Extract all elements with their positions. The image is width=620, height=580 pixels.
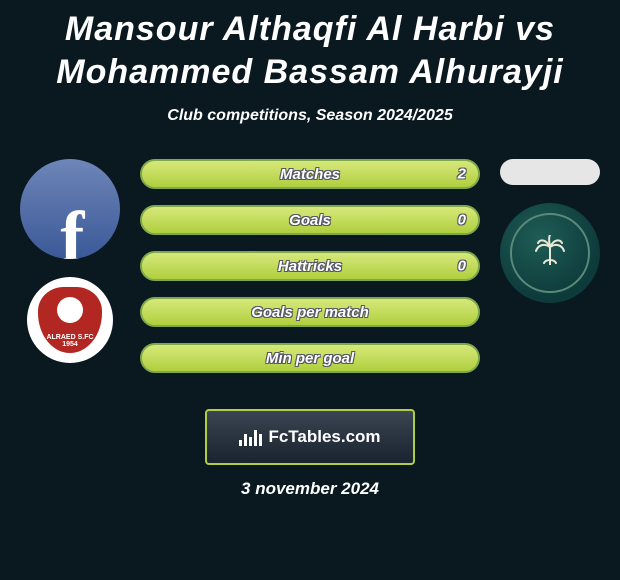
page-title: Mansour Althaqfi Al Harbi vs Mohammed Ba…: [0, 0, 620, 93]
stat-row: Min per goal: [140, 343, 480, 373]
stat-bars: Matches 2 Goals 0 Hattricks 0 Goals per …: [140, 159, 480, 373]
stat-label: Goals: [289, 212, 331, 229]
stat-bar: Goals per match: [140, 297, 480, 327]
ball-icon: [57, 297, 83, 323]
stat-row: Goals per match: [140, 297, 480, 327]
stat-value-right: 0: [458, 212, 466, 229]
stat-label: Matches: [280, 166, 340, 183]
stat-value-right: 2: [458, 166, 466, 183]
comparison-area: f ALRAED S.FC 1954 Matches 2: [0, 159, 620, 399]
stat-bar: Min per goal: [140, 343, 480, 373]
stat-value-right: 0: [458, 258, 466, 275]
alahli-logo: [500, 203, 600, 303]
facebook-logo: f: [20, 159, 120, 259]
chart-icon: [239, 428, 262, 446]
stat-label: Hattricks: [278, 258, 342, 275]
facebook-f-icon: f: [60, 216, 84, 259]
stat-row: Matches 2: [140, 159, 480, 189]
stat-label: Min per goal: [266, 350, 354, 367]
date: 3 november 2024: [0, 479, 620, 499]
left-logos: f ALRAED S.FC 1954: [10, 159, 130, 363]
stat-bar: Matches: [140, 159, 480, 189]
subtitle: Club competitions, Season 2024/2025: [0, 107, 620, 125]
palm-icon: [534, 235, 566, 265]
right-logos: [490, 159, 610, 303]
shield-shape: ALRAED S.FC 1954: [38, 287, 102, 353]
player-right-placeholder: [500, 159, 600, 185]
stat-row: Hattricks 0: [140, 251, 480, 281]
branding-box: FcTables.com: [205, 409, 415, 465]
alraed-logo: ALRAED S.FC 1954: [27, 277, 113, 363]
branding-text: FcTables.com: [268, 427, 380, 447]
stat-row: Goals 0: [140, 205, 480, 235]
stat-label: Goals per match: [251, 304, 369, 321]
shield-text: ALRAED S.FC 1954: [38, 334, 102, 349]
stat-bar: Goals: [140, 205, 480, 235]
stat-bar: Hattricks: [140, 251, 480, 281]
